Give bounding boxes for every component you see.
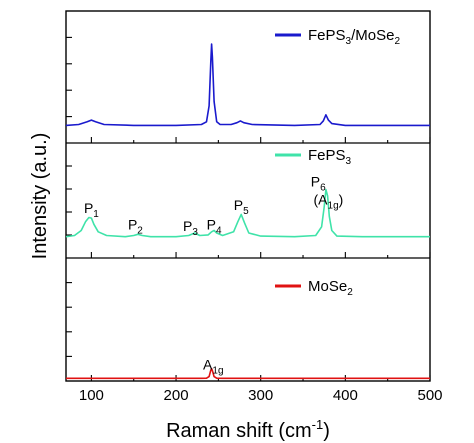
series-line-0 [65,43,430,127]
plot-frame [65,10,431,382]
peak-annotation-4: P5 [234,197,249,217]
peak-annotation-5: P6 [311,173,326,193]
peak-annotation-2: P3 [183,218,198,238]
legend-label-0: FePS3/MoSe2 [308,27,400,47]
x-tick-label: 100 [79,387,104,404]
legend-layer: FePS3/MoSe2 FePS3 MoSe2 [275,27,400,298]
x-tick-label: 500 [417,387,442,404]
y-axis-label: Intensity (a.u.) [29,133,51,260]
x-tick-label: 400 [333,387,358,404]
peak-annotation-7: A1g [203,357,223,377]
x-tick-label: 300 [248,387,273,404]
peak-annotation-3: P4 [207,216,222,236]
peak-annotation-0: P1 [84,200,99,220]
series-line-1 [65,188,430,238]
annotation-layer: P1 P2 P3 P4 P5 P6(A1g) A1g [84,173,343,376]
peak-annotation-6: (A1g) [314,191,344,211]
legend-label-1: FePS3 [308,147,352,167]
legend-label-2: MoSe2 [308,278,353,298]
series-line-2 [66,367,430,380]
x-axis-label: Raman shift (cm-1) [166,417,330,442]
ticks-layer [66,36,431,381]
series-layer [65,43,430,380]
x-tick-label: 200 [164,387,189,404]
x-tick-labels: 100 200 300 400 500 [79,387,443,404]
peak-annotation-1: P2 [128,216,143,236]
